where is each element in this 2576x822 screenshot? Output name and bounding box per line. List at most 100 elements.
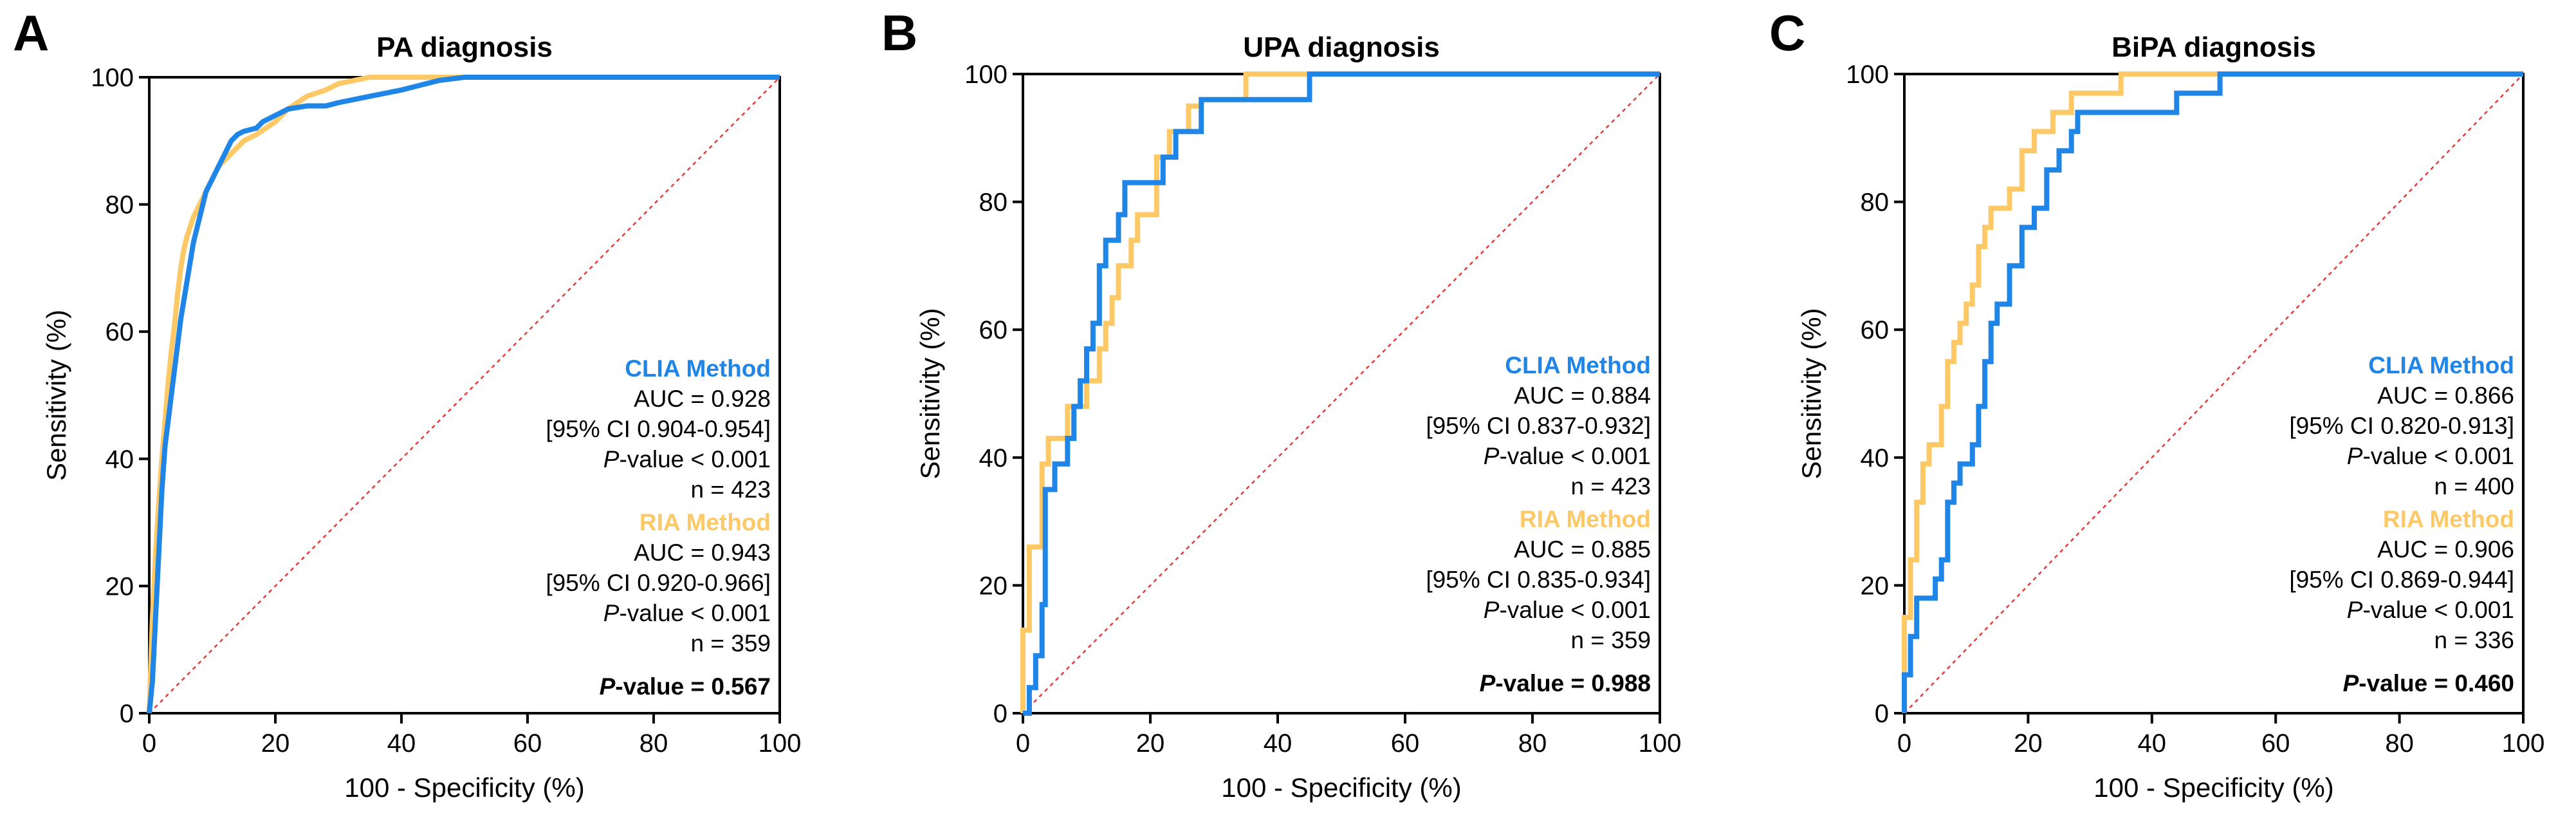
x-tick-label: 80 (639, 729, 668, 758)
reference-diagonal (1022, 73, 1661, 714)
p-symbol: P (2347, 443, 2363, 469)
clia-p-value: P-value < 0.001 (2347, 443, 2514, 469)
ria-ci: [95% CI 0.920-0.966] (546, 570, 771, 596)
clia-method-label: CLIA Method (625, 355, 771, 382)
ria-auc: AUC = 0.906 (2377, 536, 2514, 563)
y-tick-label: 100 (1846, 61, 1889, 89)
p-symbol: P (603, 600, 620, 626)
y-axis-label: Sensitivity (%) (915, 308, 945, 479)
panel-label: C (1769, 5, 1805, 61)
x-tick-label: 100 (2502, 729, 2545, 758)
clia-roc-curve (1023, 71, 1660, 716)
y-axis: 0 20 40 60 80 100 (91, 64, 149, 728)
y-tick-label: 0 (1875, 700, 1889, 728)
x-tick-label: 0 (1897, 729, 1911, 758)
p-symbol: P (603, 446, 620, 472)
reference-diagonal (149, 77, 780, 714)
stats-annotation: CLIA Method AUC = 0.866 [95% CI 0.820-0.91… (2289, 352, 2514, 696)
stats-annotation: CLIA Method AUC = 0.928 [95% CI 0.904-0.95… (546, 355, 771, 700)
clia-auc: AUC = 0.866 (2377, 382, 2514, 409)
x-tick-label: 40 (387, 729, 416, 758)
ria-ci: [95% CI 0.835-0.934] (1426, 566, 1651, 593)
ria-sample-size: n = 359 (691, 630, 771, 657)
clia-auc: AUC = 0.928 (634, 386, 771, 412)
chart-title: PA diagnosis (376, 32, 553, 63)
clia-sample-size: n = 423 (691, 476, 771, 503)
ria-method-label: RIA Method (639, 509, 771, 536)
x-tick-label: 40 (1264, 729, 1293, 758)
x-tick-label: 0 (1016, 729, 1030, 758)
p-value-text: -value < 0.001 (2362, 443, 2514, 469)
p-symbol: P (2343, 670, 2359, 696)
panel-c: C BiPA diagnosis 0 20 40 60 80 100 0 20 40 60 80 100 1… (1769, 5, 2544, 803)
clia-ci: [95% CI 0.837-0.932] (1426, 413, 1651, 439)
x-axis-label: 100 - Specificity (%) (1221, 772, 1461, 803)
ria-method-label: RIA Method (2383, 506, 2514, 532)
comparison-p-value: P-value = 0.988 (1480, 670, 1651, 696)
x-axis-label: 100 - Specificity (%) (2093, 772, 2333, 803)
clia-roc-curve (147, 75, 780, 714)
p-value-text: -value < 0.001 (619, 446, 771, 472)
y-tick-label: 60 (1861, 316, 1890, 344)
y-tick-label: 0 (120, 700, 134, 728)
panel-b: B UPA diagnosis 0 20 40 60 80 100 0 20 40 60 80 100 10… (881, 5, 1681, 803)
chart-title: UPA diagnosis (1243, 32, 1440, 63)
ria-sample-size: n = 336 (2434, 627, 2514, 653)
clia-method-label: CLIA Method (1505, 352, 1651, 378)
clia-method-label: CLIA Method (2368, 352, 2514, 378)
y-axis-label: Sensitivity (%) (41, 310, 71, 481)
y-axis: 0 20 40 60 80 100 (1846, 61, 1904, 728)
x-tick-label: 20 (261, 729, 290, 758)
p-symbol: P (600, 673, 616, 700)
clia-roc-curve (1902, 71, 2523, 713)
chart-title: BiPA diagnosis (2111, 32, 2316, 63)
ria-sample-size: n = 359 (1571, 627, 1651, 653)
y-tick-label: 20 (106, 572, 134, 601)
ria-method-label: RIA Method (1520, 506, 1651, 532)
comparison-p-value: P-value = 0.460 (2343, 670, 2514, 696)
x-tick-label: 80 (2385, 729, 2414, 758)
p-value-text: -value = 0.988 (1495, 670, 1651, 696)
ria-p-value: P-value < 0.001 (1484, 597, 1651, 623)
x-axis: 0 20 40 60 80 100 (1016, 713, 1681, 758)
p-value-text: -value < 0.001 (619, 600, 771, 626)
p-symbol: P (1484, 443, 1500, 469)
p-value-text: -value < 0.001 (1499, 597, 1651, 623)
y-axis-label: Sensitivity (%) (1796, 308, 1826, 479)
ria-roc-curve (1902, 71, 2523, 713)
comparison-p-value: P-value = 0.567 (600, 673, 771, 700)
ria-roc-curve (1020, 71, 1660, 713)
x-tick-label: 20 (1136, 729, 1165, 758)
x-tick-label: 60 (2261, 729, 2290, 758)
clia-ci: [95% CI 0.904-0.954] (546, 416, 771, 442)
clia-p-value: P-value < 0.001 (1484, 443, 1651, 469)
x-axis-label: 100 - Specificity (%) (344, 772, 584, 803)
x-tick-label: 20 (2014, 729, 2043, 758)
x-tick-label: 40 (2138, 729, 2167, 758)
y-tick-label: 40 (106, 445, 134, 474)
panel-a: A PA diagnosis 0 20 40 60 80 100 0 20 40 60 80 100 100… (13, 5, 801, 803)
y-tick-label: 80 (1861, 189, 1890, 217)
x-tick-label: 60 (1391, 729, 1420, 758)
p-symbol: P (2347, 597, 2363, 623)
p-value-text: -value = 0.567 (615, 673, 771, 700)
x-axis: 0 20 40 60 80 100 (142, 713, 801, 758)
panel-label: B (881, 5, 917, 61)
x-tick-label: 0 (142, 729, 156, 758)
p-symbol: P (1484, 597, 1500, 623)
x-tick-label: 60 (513, 729, 542, 758)
ria-p-value: P-value < 0.001 (603, 600, 771, 626)
clia-sample-size: n = 400 (2434, 473, 2514, 500)
clia-auc: AUC = 0.884 (1514, 382, 1651, 409)
y-tick-label: 60 (979, 316, 1008, 344)
x-tick-label: 80 (1518, 729, 1547, 758)
y-tick-label: 80 (979, 189, 1008, 217)
ria-auc: AUC = 0.885 (1514, 536, 1651, 563)
ria-p-value: P-value < 0.001 (2347, 597, 2514, 623)
y-tick-label: 20 (1861, 572, 1890, 600)
p-value-text: -value < 0.001 (1499, 443, 1651, 469)
y-tick-label: 60 (106, 318, 134, 346)
y-tick-label: 80 (106, 191, 134, 220)
p-symbol: P (1480, 670, 1496, 696)
